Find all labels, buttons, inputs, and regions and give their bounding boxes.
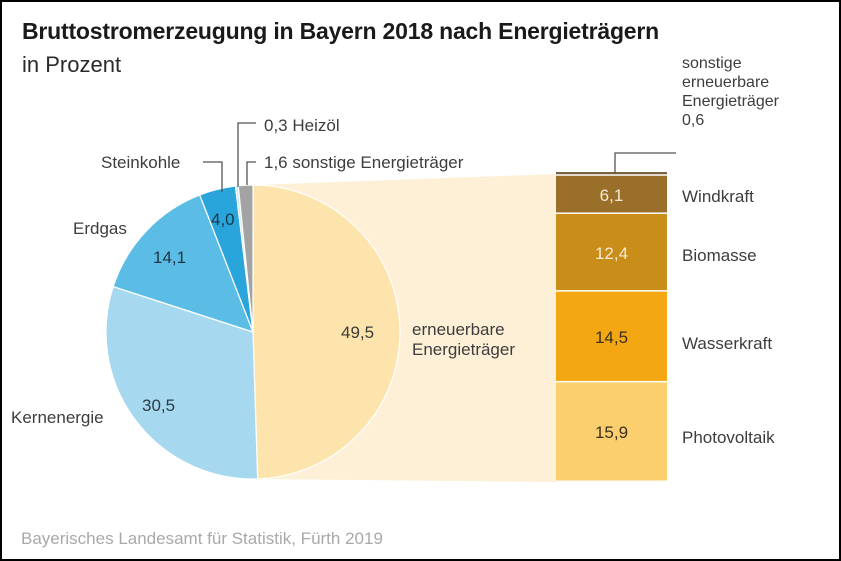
- pie-slice-kernenergie: [105, 285, 259, 480]
- bar-other-label-line2: erneuerbare: [682, 74, 769, 91]
- bar-value-wasserkraft: 14,5: [595, 328, 628, 347]
- leader-line-steinkohle: [203, 161, 223, 192]
- bar-segment-sonstige-erneuerbare-energieträger: [556, 172, 667, 175]
- bar-label-photovoltaik: Photovoltaik: [682, 428, 775, 447]
- slice-label-kernenergie: Kernenergie: [11, 408, 104, 427]
- bar-other-label-line3: Energieträger: [682, 93, 780, 110]
- slice-label-sonstige: 1,6 sonstige Energieträger: [264, 153, 464, 172]
- bar-value-photovoltaik: 15,9: [595, 423, 628, 442]
- bar-other-label-line1: sonstige: [682, 55, 742, 72]
- slice-value-erneuerbare: 49,5: [341, 323, 374, 342]
- slice-label-steinkohle: Steinkohle: [101, 153, 180, 172]
- labels: 49,5 30,5 14,1 4,0 Kernenergie Erdgas St…: [11, 55, 780, 447]
- slice-value-kernenergie: 30,5: [142, 396, 175, 415]
- slice-value-steinkohle: 4,0: [211, 210, 235, 229]
- bar-label-biomasse: Biomasse: [682, 246, 757, 265]
- leader-line-sonstige: [246, 161, 256, 185]
- bar-value-biomasse: 12,4: [595, 244, 628, 263]
- pie: [105, 184, 401, 480]
- leader-line-other-renewables: [614, 152, 676, 174]
- bar-value-windkraft: 6,1: [600, 186, 624, 205]
- bar-label-wasserkraft: Wasserkraft: [682, 334, 772, 353]
- bar-other-label-line4: 0,6: [682, 112, 704, 129]
- slice-label-erdgas: Erdgas: [73, 219, 127, 238]
- chart-title: Bruttostromerzeugung in Bayern 2018 nach…: [22, 18, 659, 44]
- pie-slice-erdgas: [112, 194, 255, 333]
- chart-subtitle: in Prozent: [22, 52, 122, 77]
- source-note: Bayerisches Landesamt für Statistik, Für…: [21, 529, 383, 548]
- slice-value-erdgas: 14,1: [153, 248, 186, 267]
- bar-segment-wasserkraft: [556, 291, 667, 381]
- expansion-label-line1: erneuerbare: [412, 320, 505, 339]
- bar-segment-windkraft: [556, 175, 667, 213]
- expansion-label-line2: Energieträger: [412, 340, 515, 359]
- bar-segment-biomasse: [556, 213, 667, 291]
- pie-slice-erneuerbare-energieträger: [252, 184, 401, 480]
- bar-label-windkraft: Windkraft: [682, 187, 754, 206]
- bar-segment-photovoltaik: [556, 382, 667, 481]
- slice-label-heizoel: 0,3 Heizöl: [264, 116, 340, 135]
- breakdown-bar: 6,1 12,4 14,5 15,9: [556, 172, 667, 481]
- leader-line-heizoel: [237, 122, 256, 187]
